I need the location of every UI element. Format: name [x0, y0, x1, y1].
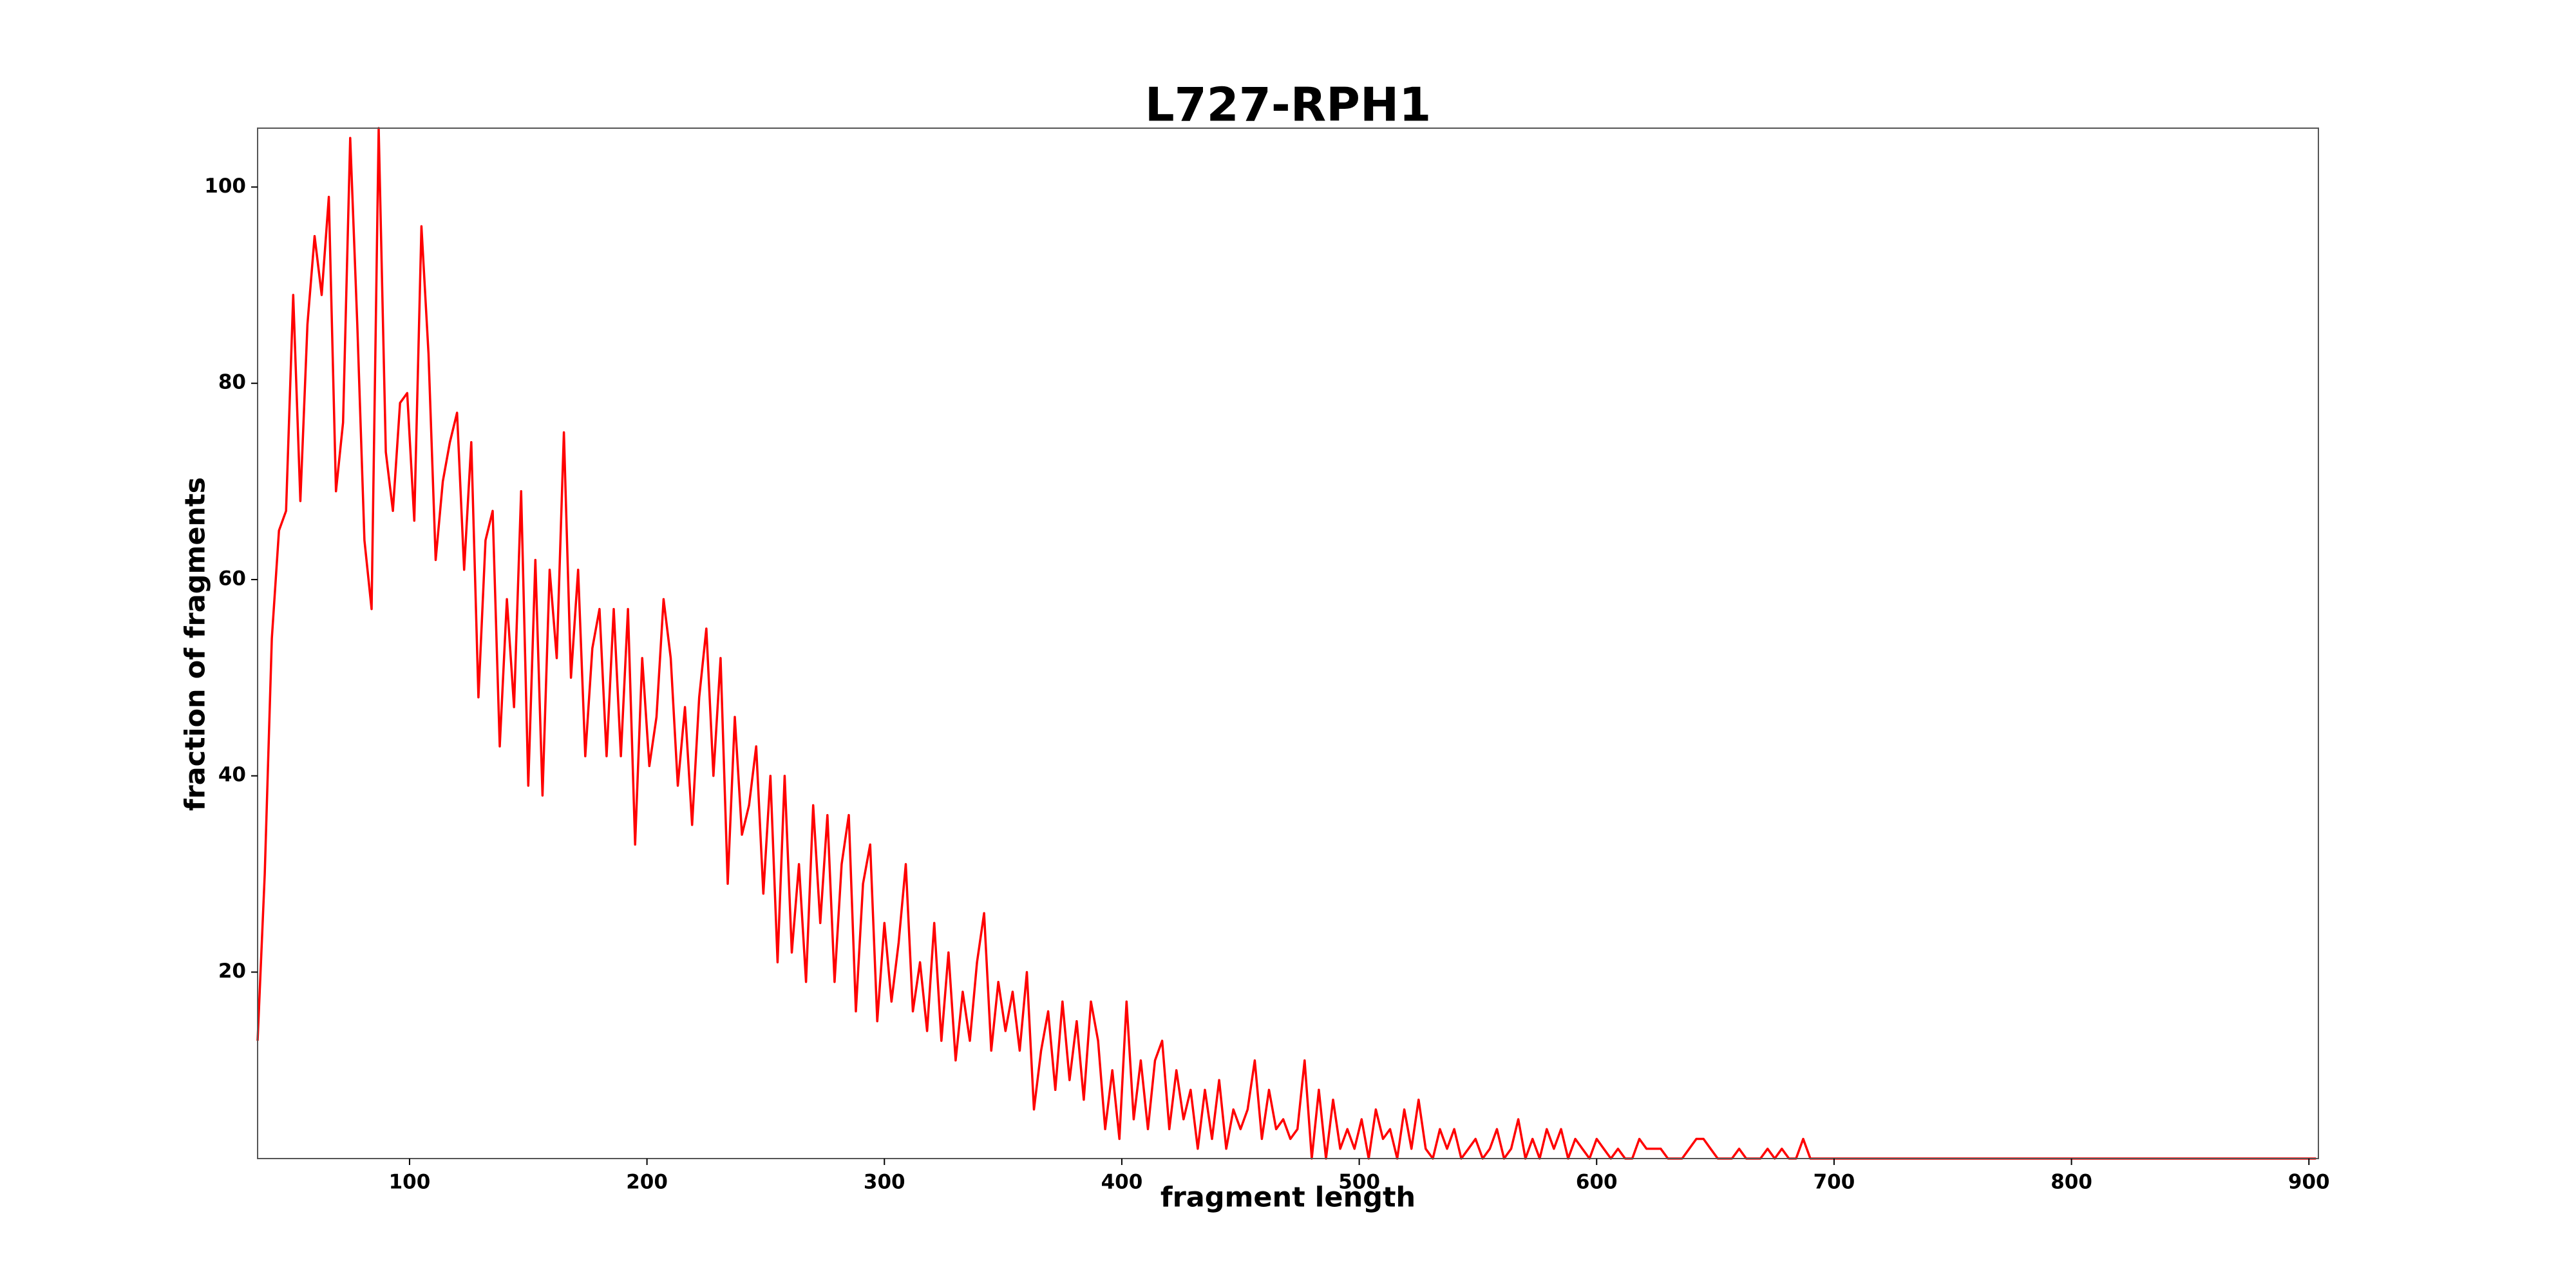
x-tick-label: 600 [1576, 1171, 1618, 1194]
x-tick-label: 100 [389, 1171, 431, 1194]
plot-frame [257, 128, 2319, 1159]
x-tick-label: 900 [2288, 1171, 2330, 1194]
plot-area [256, 127, 2316, 1160]
x-axis-label: fragment length [1160, 1182, 1416, 1214]
y-tick-label: 100 [204, 175, 246, 198]
x-tick-label: 500 [1338, 1171, 1380, 1194]
x-tick-label: 300 [864, 1171, 905, 1194]
x-tick-label: 400 [1101, 1171, 1143, 1194]
y-axis-label: fraction of fragments [180, 477, 212, 811]
y-tick-label: 40 [218, 763, 246, 786]
x-tick-label: 700 [1814, 1171, 1855, 1194]
x-tick-label: 200 [626, 1171, 668, 1194]
x-tick-label: 800 [2050, 1171, 2092, 1194]
chart-title: L727-RPH1 [1145, 78, 1432, 132]
y-tick-label: 20 [218, 960, 246, 983]
y-tick-label: 80 [218, 371, 246, 394]
y-tick-label: 60 [218, 567, 246, 590]
data-line [256, 127, 2316, 1160]
